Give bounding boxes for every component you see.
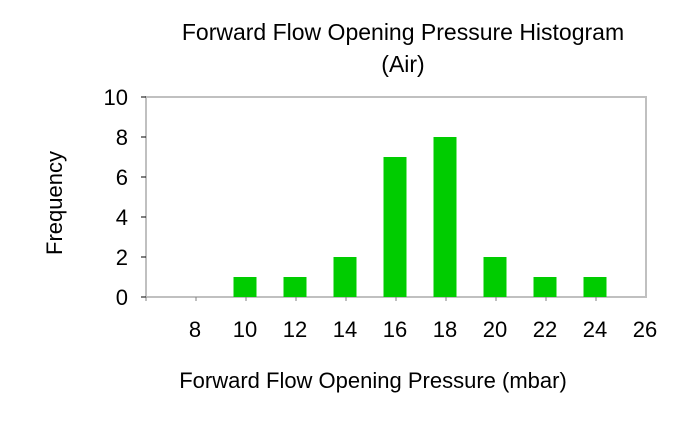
histogram-bar bbox=[583, 277, 607, 297]
y-tick-label: 0 bbox=[116, 285, 128, 310]
x-axis: 8 10 12 14 16 18 20 22 24 26 bbox=[145, 297, 657, 342]
x-tick-label: 24 bbox=[583, 317, 607, 342]
y-axis-label: Frequency bbox=[42, 151, 67, 255]
y-tick-label: 2 bbox=[116, 245, 128, 270]
bar-series bbox=[233, 137, 607, 297]
x-tick-label: 8 bbox=[189, 317, 201, 342]
histogram-bar bbox=[533, 277, 557, 297]
histogram-bar bbox=[383, 157, 407, 297]
x-tick-label: 20 bbox=[483, 317, 507, 342]
histogram-bar bbox=[333, 257, 357, 297]
x-tick-label: 18 bbox=[433, 317, 457, 342]
x-tick-label: 22 bbox=[533, 317, 557, 342]
histogram-bar bbox=[483, 257, 507, 297]
y-tick-label: 4 bbox=[116, 205, 128, 230]
y-tick-label: 10 bbox=[104, 85, 128, 110]
y-tick-label: 8 bbox=[116, 125, 128, 150]
x-tick-label: 12 bbox=[283, 317, 307, 342]
x-tick-label: 26 bbox=[633, 317, 657, 342]
x-tick-label: 16 bbox=[383, 317, 407, 342]
histogram-bar bbox=[233, 277, 257, 297]
x-axis-label: Forward Flow Opening Pressure (mbar) bbox=[179, 368, 567, 393]
x-tick-label: 10 bbox=[233, 317, 257, 342]
y-axis: 0 2 4 6 8 10 bbox=[104, 85, 146, 310]
y-tick-label: 6 bbox=[116, 165, 128, 190]
chart-title: Forward Flow Opening Pressure Histogram bbox=[182, 19, 624, 45]
histogram-bar bbox=[433, 137, 457, 297]
x-tick-label: 14 bbox=[333, 317, 357, 342]
chart-subtitle: (Air) bbox=[381, 51, 424, 77]
histogram-bar bbox=[283, 277, 307, 297]
